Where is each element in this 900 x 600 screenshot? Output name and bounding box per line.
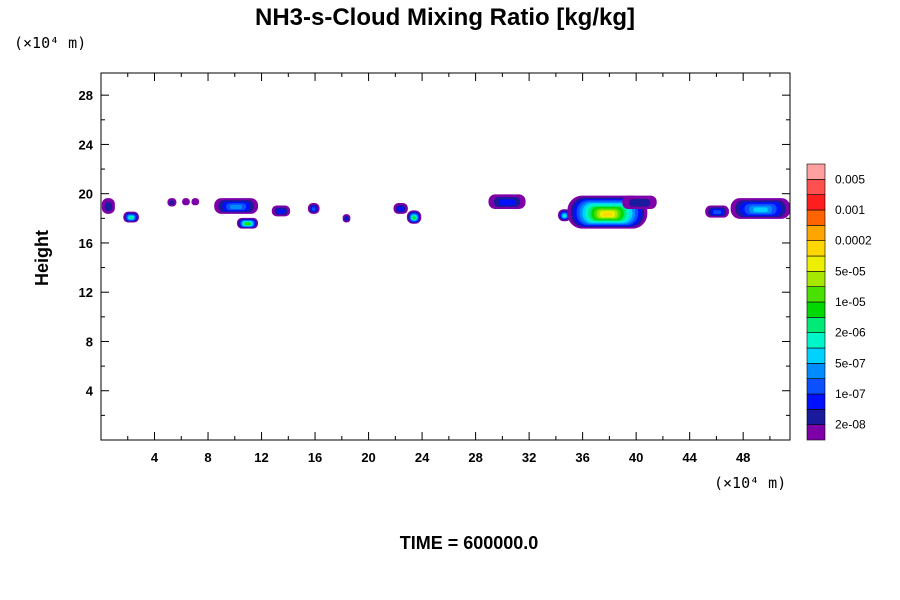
colorbar: 2e-08 1e-07 5e-07 2e-06 1e-05 5e-05 0.0002 0.00… <box>806 163 872 441</box>
y-tick-label: 24 <box>79 137 94 152</box>
contour-level-fill <box>230 204 243 210</box>
y-tick-label: 8 <box>86 334 93 349</box>
colorbar-label: 1e-05 <box>835 295 866 309</box>
contour-level-fill <box>753 207 768 213</box>
colorbar-swatch <box>806 179 826 195</box>
colorbar-swatch <box>806 378 826 395</box>
contour-level-fill <box>129 216 133 219</box>
contour-level-fill <box>629 198 650 207</box>
colorbar-label: 5e-07 <box>835 356 866 370</box>
x-tick-label: 24 <box>415 450 430 465</box>
colorbar-swatch <box>806 240 826 257</box>
colorbar-swatch <box>806 424 826 441</box>
x-tick-label: 12 <box>254 450 268 465</box>
contour-level-fill <box>563 214 566 218</box>
contour-level-fill <box>182 198 190 206</box>
cloud-patch <box>271 205 291 217</box>
cloud-patch <box>167 198 177 207</box>
y-tick-label: 28 <box>79 88 93 103</box>
colorbar-swatch <box>806 363 826 379</box>
x-tick-label: 40 <box>629 450 643 465</box>
contour-level-fill <box>191 198 200 206</box>
colorbar-swatch <box>806 409 826 425</box>
y-axis-label: Height <box>32 230 52 286</box>
x-tick-label: 4 <box>151 450 159 465</box>
cloud-patch <box>488 194 526 209</box>
contour-level-fill <box>345 217 348 221</box>
contour-level-fill <box>311 207 316 211</box>
cloud-patch <box>622 195 657 209</box>
colorbar-label: 5e-05 <box>835 264 866 278</box>
x-tick-label: 44 <box>682 450 697 465</box>
y-axis-ticks: 4 8 12 16 20 24 28 <box>79 88 790 416</box>
y-tick-label: 20 <box>79 187 93 202</box>
x-axis-unit-label: (×10⁴ m) <box>714 474 786 492</box>
cloud-patch <box>123 211 139 223</box>
contour-level-fill <box>412 216 416 219</box>
x-tick-label: 28 <box>468 450 482 465</box>
contour-level-fill <box>245 223 250 225</box>
chart-title: NH3-s-Cloud Mixing Ratio [kg/kg] <box>255 4 635 31</box>
contour-level-fill <box>277 209 285 214</box>
colorbar-swatch <box>806 194 826 211</box>
contour-level-fill <box>397 206 404 212</box>
colorbar-swatch <box>806 347 826 364</box>
colorbar-swatch <box>806 286 826 303</box>
y-tick-label: 16 <box>79 236 93 251</box>
cloud-patch <box>191 198 200 206</box>
cloud-patch <box>406 210 422 224</box>
cloud-patch <box>393 203 408 214</box>
x-tick-label: 32 <box>522 450 536 465</box>
time-label: TIME = 600000.0 <box>400 533 539 553</box>
contour-level-fill <box>169 200 175 205</box>
y-tick-label: 12 <box>79 285 93 300</box>
x-tick-label: 48 <box>736 450 750 465</box>
colorbar-swatch <box>806 225 826 241</box>
colorbar-label: 0.001 <box>835 203 865 217</box>
colorbar-label: 0.0002 <box>835 234 872 248</box>
colorbar-label: 0.005 <box>835 172 865 186</box>
x-tick-label: 16 <box>308 450 322 465</box>
colorbar-swatch <box>806 271 826 287</box>
cloud-contour-field <box>101 194 790 229</box>
colorbar-swatch <box>806 332 826 349</box>
cloud-patch <box>236 217 259 229</box>
x-tick-label: 8 <box>204 450 211 465</box>
cloud-patch <box>705 205 729 218</box>
colorbar-swatch <box>806 163 826 180</box>
colorbar-swatch <box>806 301 826 318</box>
x-axis-ticks: 4 8 12 16 20 24 28 32 36 40 44 48 <box>127 73 771 465</box>
contour-level-fill <box>713 210 722 215</box>
colorbar-label: 1e-07 <box>835 387 866 401</box>
contour-level-fill <box>104 202 113 212</box>
cloud-patch <box>182 198 190 206</box>
plot-area-frame <box>100 72 791 441</box>
cloud-patch <box>307 203 320 214</box>
colorbar-swatch <box>806 209 826 226</box>
contour-level-fill <box>602 212 613 217</box>
contour-level-fill <box>499 199 516 206</box>
colorbar-label: 2e-06 <box>835 326 866 340</box>
colorbar-swatch <box>806 317 826 333</box>
y-axis-unit-label: (×10⁴ m) <box>14 34 86 52</box>
colorbar-swatch <box>806 255 826 272</box>
colorbar-label: 2e-08 <box>835 418 866 432</box>
x-tick-label: 20 <box>361 450 375 465</box>
cloud-patch <box>342 214 351 223</box>
cloud-patch <box>730 198 790 219</box>
cloud-patch <box>101 198 115 214</box>
cloud-patch <box>567 195 648 229</box>
colorbar-swatch <box>806 393 826 410</box>
x-tick-label: 36 <box>575 450 589 465</box>
cloud-patch <box>214 198 259 214</box>
y-tick-label: 4 <box>86 384 94 399</box>
